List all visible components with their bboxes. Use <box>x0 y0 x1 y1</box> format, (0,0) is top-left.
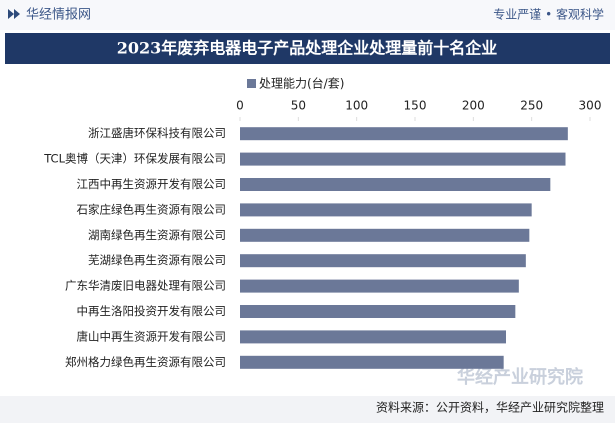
bar <box>240 355 504 369</box>
y-tick-label: 唐山中再生资源开发有限公司 <box>77 329 227 343</box>
x-tick-label: 0 <box>236 99 244 113</box>
footer-bar <box>0 396 615 423</box>
title-band <box>5 33 610 64</box>
x-tick-label: 300 <box>579 99 602 113</box>
bar <box>240 152 566 166</box>
x-tick-label: 250 <box>520 99 543 113</box>
bar <box>240 203 532 217</box>
logo-text: 华经情报网 <box>26 8 91 23</box>
legend-swatch <box>247 79 256 88</box>
x-tick-label: 200 <box>462 99 485 113</box>
x-tick-label: 100 <box>345 99 368 113</box>
bar <box>240 254 526 268</box>
bar <box>240 178 551 191</box>
slogan: 专业严谨 • 客观科学 <box>493 7 604 22</box>
chart-title: 2023年废弃电器电子产品处理企业处理量前十名企业 <box>117 39 498 58</box>
bar <box>240 305 516 318</box>
legend-label: 处理能力(台/套) <box>259 76 344 91</box>
y-tick-label: 石家庄绿色再生资源有限公司 <box>77 202 227 216</box>
watermark: 华经产业研究院 <box>457 366 583 388</box>
bar <box>240 127 568 141</box>
y-tick-label: 江西中再生资源开发有限公司 <box>77 177 227 191</box>
y-tick-label: 中再生洛阳投资开发有限公司 <box>77 304 227 318</box>
header-bar <box>0 0 615 30</box>
x-tick-label: 50 <box>291 99 306 113</box>
source: 资料来源：公开资料，华经产业研究院整理 <box>376 400 604 415</box>
y-tick-label: 湖南绿色再生资源有限公司 <box>88 228 226 242</box>
bar <box>240 279 519 293</box>
y-tick-label: 郑州格力绿色再生资源有限公司 <box>65 355 226 369</box>
y-tick-label: 广东华清废旧电器处理有限公司 <box>65 279 226 293</box>
x-tick-label: 150 <box>404 99 427 113</box>
logo-icon <box>8 9 20 19</box>
bar <box>240 228 530 242</box>
y-tick-label: 芜湖绿色再生资源有限公司 <box>88 253 226 267</box>
y-tick-label: TCL奥博（天津）环保发展有限公司 <box>43 152 226 166</box>
y-tick-label: 浙江盛唐环保科技有限公司 <box>88 126 226 140</box>
bar <box>240 330 506 344</box>
